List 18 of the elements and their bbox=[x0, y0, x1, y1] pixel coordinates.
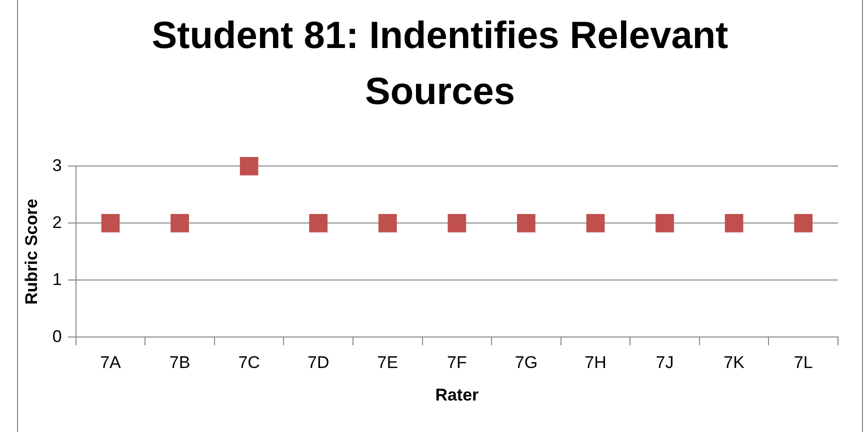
x-tick-label: 7L bbox=[794, 353, 813, 372]
y-tick-label: 0 bbox=[52, 326, 62, 346]
y-tick-label: 1 bbox=[52, 270, 62, 289]
x-tick-label: 7E bbox=[377, 353, 398, 372]
y-tick-label: 2 bbox=[52, 212, 62, 232]
chart-title: Student 81: Indentifies Relevant Sources bbox=[150, 14, 730, 115]
x-tick-label: 7A bbox=[100, 353, 122, 372]
y-tick-label: 3 bbox=[52, 156, 62, 175]
x-axis-title: Rater bbox=[435, 385, 480, 404]
x-tick-label: 7B bbox=[169, 353, 190, 372]
y-axis-title: Rubric Score bbox=[22, 198, 41, 305]
x-tick-label: 7F bbox=[447, 353, 467, 372]
x-tick-label: 7G bbox=[514, 353, 538, 372]
x-tick-label: 7C bbox=[238, 353, 260, 372]
x-tick-label: 7J bbox=[656, 353, 674, 372]
x-tick-label: 7D bbox=[307, 353, 330, 372]
x-tick-label: 7K bbox=[724, 353, 746, 372]
x-tick-label: 7H bbox=[584, 353, 606, 372]
